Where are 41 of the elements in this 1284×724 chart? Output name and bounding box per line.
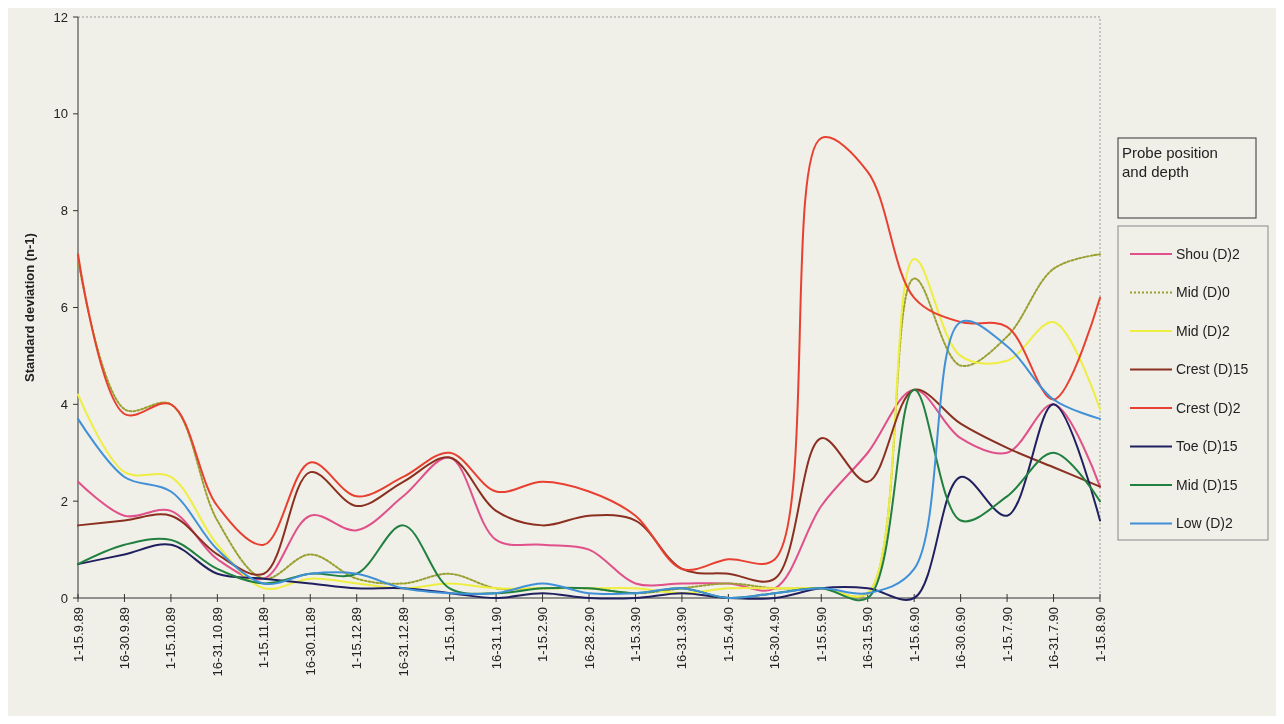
x-tick-label: 16-31.10.89 [209, 607, 225, 677]
y-tick-label: 12 [53, 9, 68, 25]
x-tick-label: 16-30.9.89 [117, 607, 132, 670]
x-tick-label: 1-15.8.90 [1092, 607, 1108, 662]
x-tick-label: 16-31.7.90 [1046, 607, 1062, 670]
y-axis-title: Standard deviation (n-1) [22, 233, 37, 382]
x-tick-label: 1-15.12.89 [349, 607, 365, 670]
x-tick-label: 16-30.6.90 [953, 607, 969, 670]
y-tick-label: 6 [60, 300, 68, 316]
x-tick-label: 1-15.7.90 [999, 607, 1015, 662]
x-tick-label: 16-31.5.90 [860, 607, 876, 670]
x-tick-label: 1-15.10.89 [163, 607, 179, 670]
legend-label: Mid (D)0 [1176, 284, 1230, 301]
legend-label: Low (D)2 [1176, 515, 1234, 532]
x-tick-label: 1-15.6.90 [906, 607, 922, 662]
x-tick-label: 1-15.4.90 [720, 607, 736, 662]
x-tick-label: 16-31.12.89 [395, 607, 411, 677]
legend-label: Crest (D)15 [1176, 361, 1249, 378]
legend-label: Mid (D)15 [1176, 476, 1238, 493]
x-tick-label: 1-15.2.90 [535, 607, 551, 662]
x-tick-label: 1-15.11.89 [256, 607, 272, 669]
x-tick-label: 1-15.9.89 [70, 607, 86, 662]
x-tick-label: 16-31.3.90 [674, 607, 690, 670]
legend-label: Mid (D)2 [1176, 322, 1230, 339]
x-tick-label: 16-30.4.90 [767, 607, 783, 670]
line-series [77, 136, 1101, 571]
y-tick-label: 2 [60, 493, 68, 509]
legend-label: Toe (D)15 [1176, 438, 1238, 455]
legend-label: Crest (D)2 [1176, 399, 1241, 416]
x-tick-label: 1-15.5.90 [813, 607, 829, 662]
legend-title: Probe position and depth [1122, 144, 1218, 180]
x-tick-label: 16-31.1.90 [488, 607, 504, 670]
y-tick-label: 0 [60, 590, 68, 606]
y-tick-label: 8 [60, 203, 68, 219]
y-tick-label: 4 [60, 396, 68, 412]
x-tick-label: 16-30.11.89 [302, 607, 318, 676]
x-tick-label: 16-28.2.90 [581, 607, 597, 670]
y-tick-label: 10 [53, 106, 68, 122]
x-tick-label: 1-15.1.90 [442, 607, 458, 662]
legend-label: Shou (D)2 [1176, 245, 1241, 262]
x-tick-label: 1-15.3.90 [628, 607, 643, 662]
